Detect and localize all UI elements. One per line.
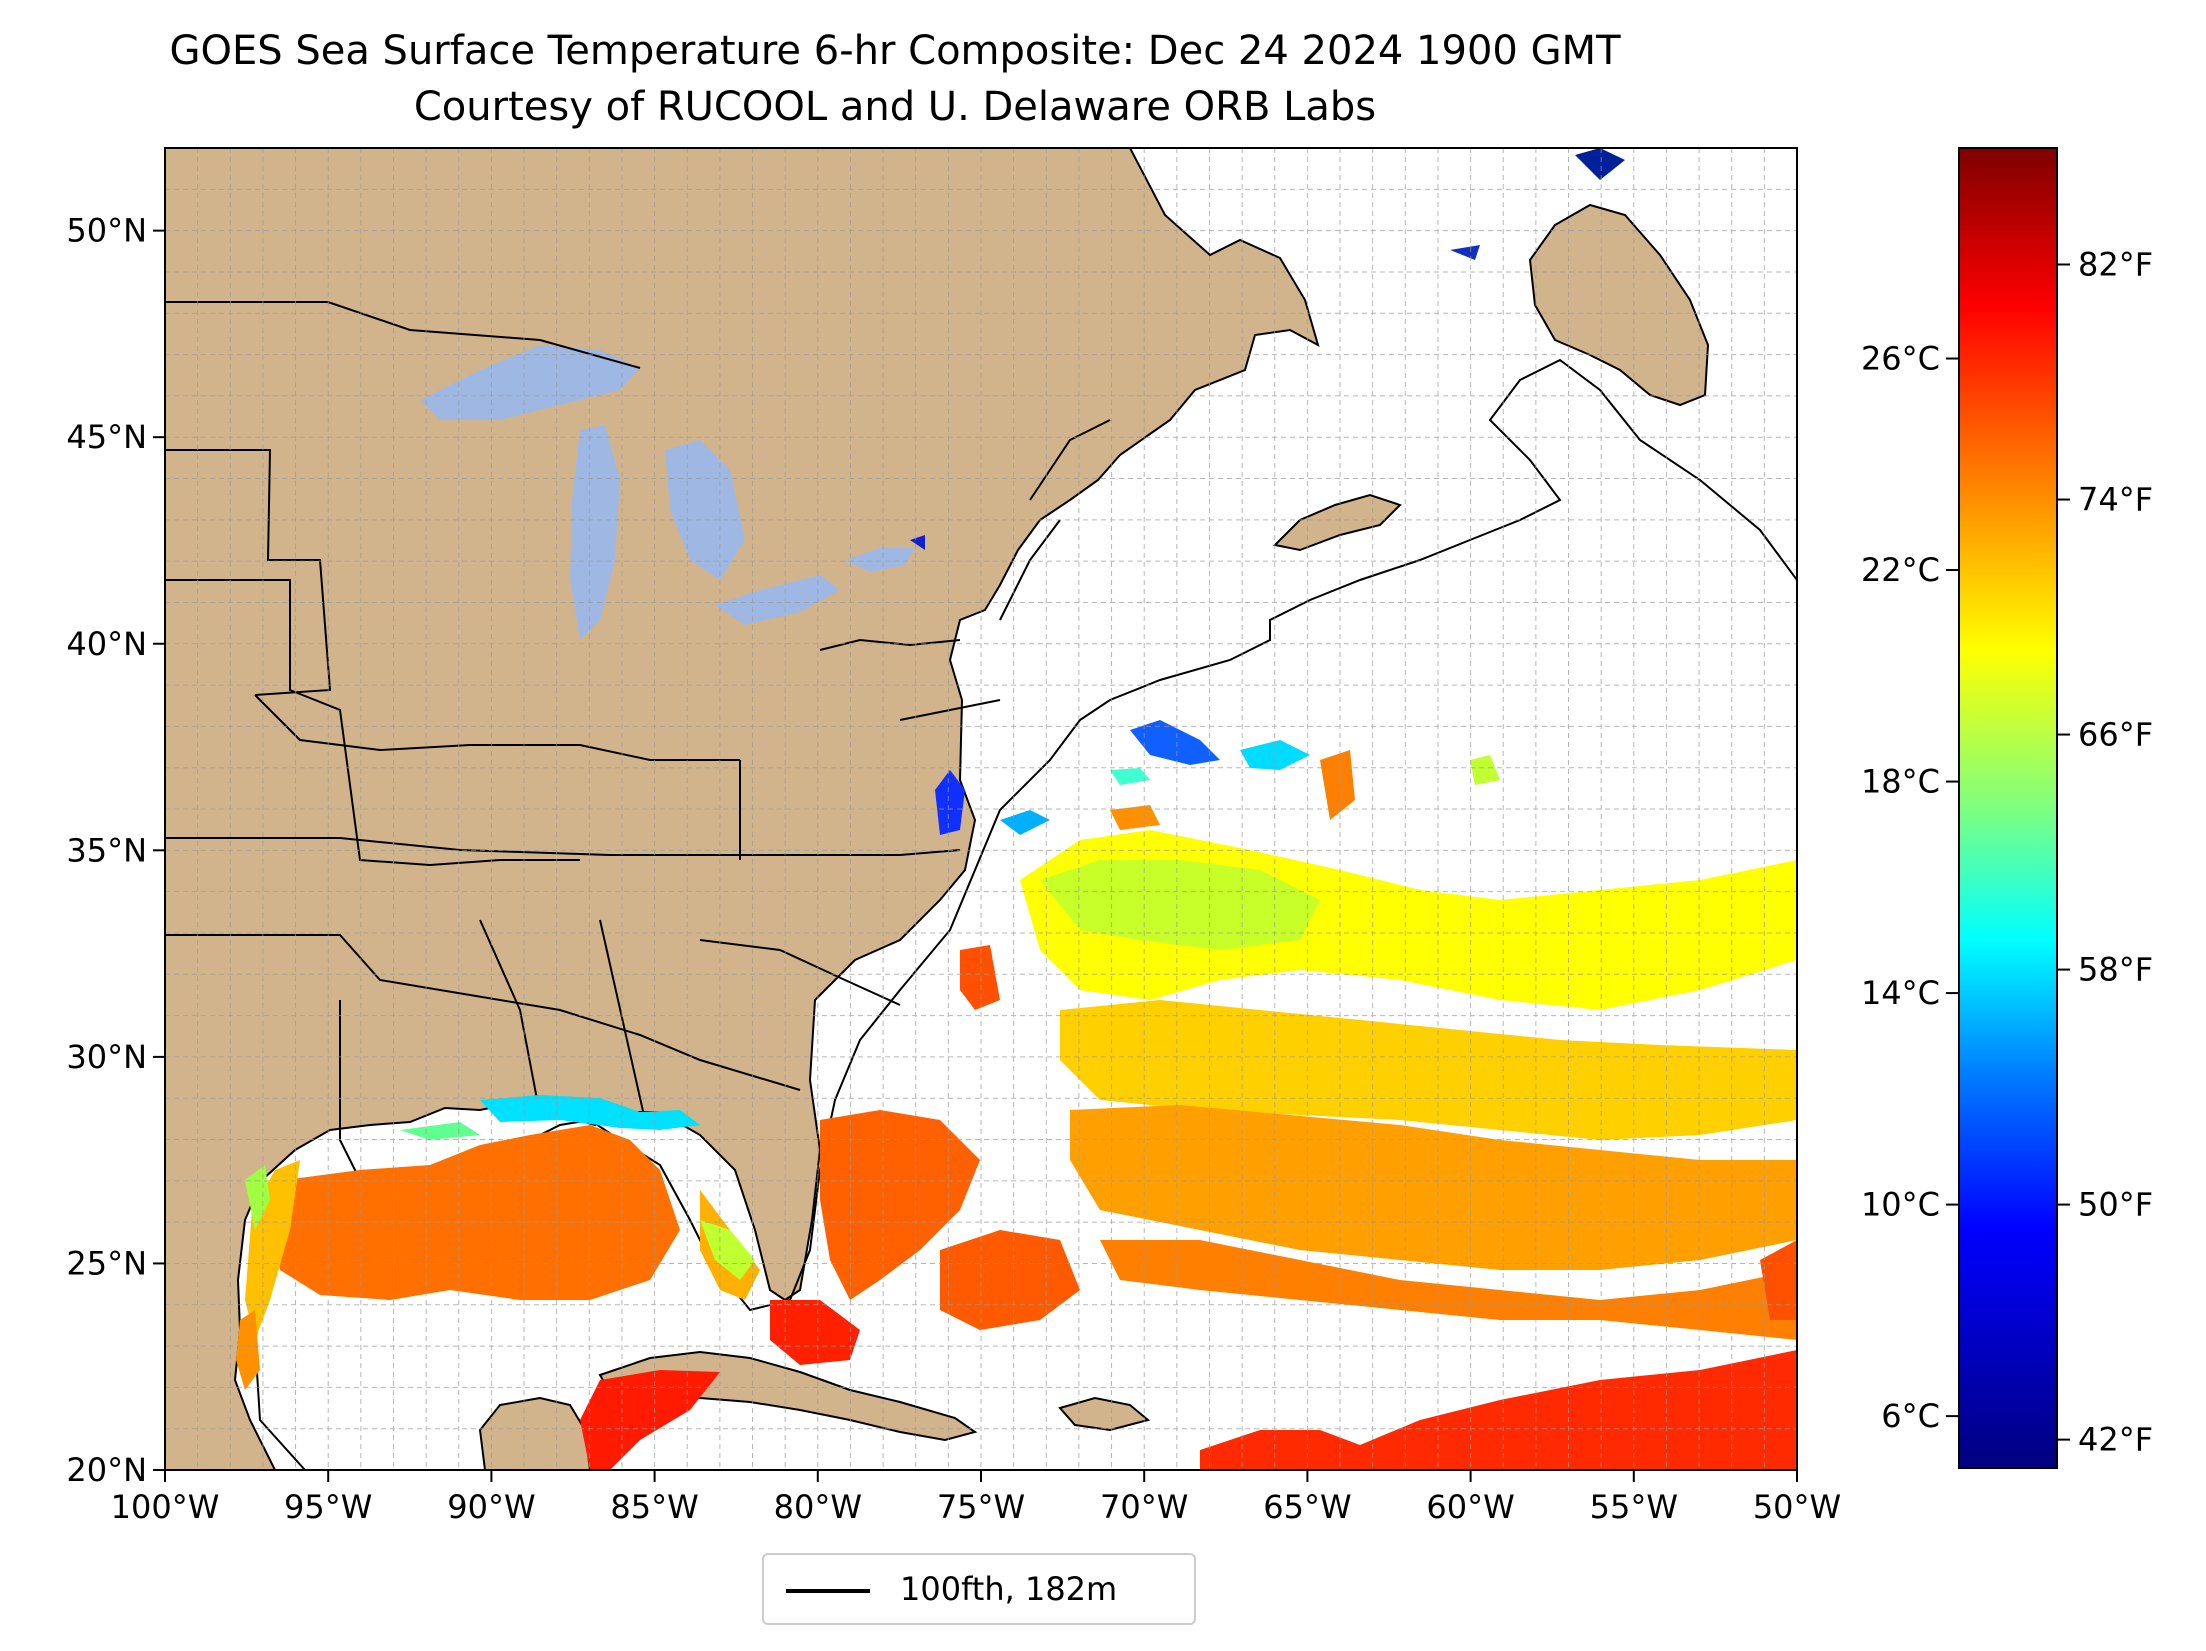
legend-line-swatch xyxy=(786,1589,870,1593)
lon-tick-label: 75°W xyxy=(937,1488,1025,1526)
celsius-tick-label: 14°C xyxy=(1861,974,1940,1012)
lon-tick-label: 65°W xyxy=(1263,1488,1351,1526)
lon-tick-label: 90°W xyxy=(447,1488,535,1526)
sst-colorbar xyxy=(1958,147,2058,1469)
lon-tick-label: 80°W xyxy=(774,1488,862,1526)
legend-label: 100fth, 182m xyxy=(900,1570,1118,1608)
nova-scotia-land xyxy=(1272,493,1402,552)
lon-tick-label: 50°W xyxy=(1753,1488,1841,1526)
political-borders xyxy=(165,301,1111,1181)
celsius-tick-label: 10°C xyxy=(1861,1186,1940,1224)
lat-tick-label: 35°N xyxy=(66,831,147,869)
lat-tick-label: 25°N xyxy=(66,1244,147,1282)
hispaniola-land xyxy=(1058,1396,1151,1432)
lat-tick-label: 30°N xyxy=(66,1038,147,1076)
celsius-tick-label: 26°C xyxy=(1861,340,1940,378)
lon-tick-label: 55°W xyxy=(1590,1488,1678,1526)
fahrenheit-tick-label: 42°F xyxy=(2078,1421,2153,1459)
fahrenheit-tick-label: 66°F xyxy=(2078,716,2153,754)
map-legend: 100fth, 182m xyxy=(762,1553,1196,1625)
colorbar-axes: 26°C 22°C 18°C 14°C 10°C 6°C 82°F 74°F 66°F 58°F 5… xyxy=(1861,246,2153,1459)
lon-tick-label: 70°W xyxy=(1100,1488,1188,1526)
fahrenheit-tick-label: 74°F xyxy=(2078,481,2153,519)
lon-tick-label: 100°W xyxy=(111,1488,220,1526)
map-subtitle: Courtesy of RUCOOL and U. Delaware ORB L… xyxy=(413,84,1377,130)
lon-tick-label: 95°W xyxy=(284,1488,372,1526)
lat-tick-label: 50°N xyxy=(66,212,147,250)
lon-tick-label: 85°W xyxy=(610,1488,698,1526)
map-title: GOES Sea Surface Temperature 6-hr Compos… xyxy=(169,28,1621,74)
fahrenheit-tick-label: 58°F xyxy=(2078,951,2153,989)
fahrenheit-tick-label: 50°F xyxy=(2078,1186,2153,1224)
celsius-tick-label: 18°C xyxy=(1861,763,1940,801)
celsius-tick-label: 22°C xyxy=(1861,551,1940,589)
sst-data-patches xyxy=(236,148,1797,1470)
fahrenheit-tick-label: 82°F xyxy=(2078,246,2153,284)
lat-tick-label: 45°N xyxy=(66,418,147,456)
lat-tick-label: 20°N xyxy=(66,1451,147,1489)
celsius-tick-label: 6°C xyxy=(1881,1397,1940,1435)
lat-tick-label: 40°N xyxy=(66,625,147,663)
map-gridlines xyxy=(165,148,1797,1470)
lon-tick-label: 60°W xyxy=(1426,1488,1514,1526)
